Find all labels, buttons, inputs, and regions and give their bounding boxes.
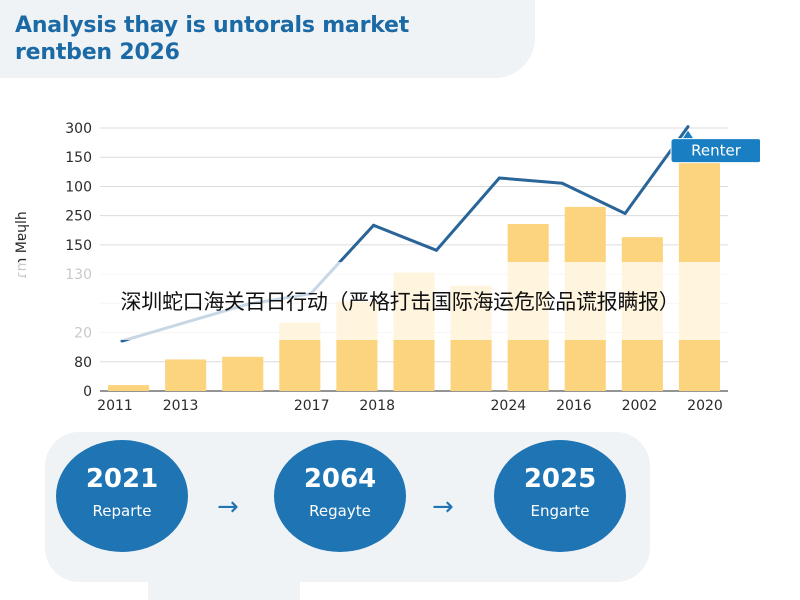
step-year: 2021 xyxy=(85,464,159,494)
line-point xyxy=(434,248,438,252)
line-point xyxy=(686,125,690,129)
bar xyxy=(107,385,150,391)
callout-box xyxy=(670,138,760,164)
step-label: Reparte xyxy=(92,502,152,520)
x-tick-label: 2018 xyxy=(359,398,395,414)
y-tick-label: 150 xyxy=(65,150,92,166)
arrow-right-icon: → xyxy=(217,492,239,522)
x-tick-label: 2002 xyxy=(622,398,658,414)
step-year: 2025 xyxy=(523,464,597,494)
title-banner: Analysis thay is untorals market rentben… xyxy=(0,0,535,78)
x-tick-label: 2020 xyxy=(687,398,723,414)
overlay-caption-band: 深圳蛇口海关百日行动（严格打击国际海运危险品谎报瞒报） xyxy=(0,262,800,340)
overlay-caption-text: 深圳蛇口海关百日行动（严格打击国际海运危险品谎报瞒报） xyxy=(120,290,680,314)
step-circle-2: 2064 Regayte xyxy=(274,440,406,552)
y-tick-label: 100 xyxy=(65,179,92,195)
callout-pointer xyxy=(682,130,694,140)
line-point xyxy=(623,211,627,215)
step-circle-1: 2021 Reparte xyxy=(56,440,188,552)
step-label: Engarte xyxy=(530,502,590,520)
y-tick-label: 80 xyxy=(74,355,92,371)
line-point xyxy=(560,181,564,185)
line-point xyxy=(120,339,124,343)
line-point xyxy=(497,176,501,180)
timeline-panel-tab xyxy=(148,578,300,600)
callout-label: Renter xyxy=(691,142,742,160)
step-circle-3: 2025 Engarte xyxy=(494,440,626,552)
x-tick-label: 2024 xyxy=(491,398,527,414)
bar xyxy=(165,359,207,391)
chart-title: Analysis thay is untorals market rentben… xyxy=(15,13,410,65)
line-point xyxy=(372,223,376,227)
bar xyxy=(222,356,264,391)
y-tick-label: 0 xyxy=(83,384,92,400)
y-tick-label: 250 xyxy=(65,209,92,225)
y-tick-label: 150 xyxy=(65,238,92,254)
arrow-right-icon: → xyxy=(432,492,454,522)
x-tick-label: 2011 xyxy=(97,398,133,414)
step-year: 2064 xyxy=(303,464,377,494)
x-tick-label: 2013 xyxy=(163,398,199,414)
y-tick-label: 300 xyxy=(65,121,92,137)
step-label: Regayte xyxy=(309,502,371,520)
x-tick-label: 2017 xyxy=(294,398,330,414)
x-tick-label: 2016 xyxy=(556,398,592,414)
